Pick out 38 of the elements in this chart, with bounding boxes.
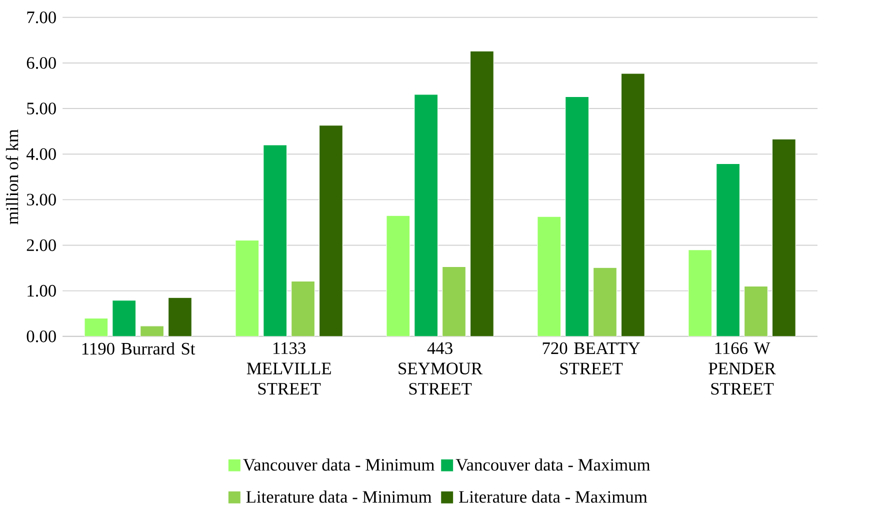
bar <box>620 73 645 336</box>
y-tick-label: 4.00 <box>26 148 56 160</box>
y-tick-label: 0.00 <box>26 330 56 342</box>
bar <box>537 216 562 336</box>
y-tick-label: 6.00 <box>26 57 56 69</box>
y-axis-title: million of km <box>6 129 18 224</box>
bar <box>442 266 466 336</box>
legend-label: Literature data - Minimum <box>246 490 432 503</box>
bar <box>263 144 288 336</box>
bar <box>593 267 617 336</box>
bar <box>772 138 796 336</box>
y-tick-label: 7.00 <box>27 12 56 24</box>
legend-label: Literature data - Maximum <box>459 490 648 503</box>
bar <box>744 286 768 336</box>
x-tick-label: 1190 Burrard St <box>82 342 196 355</box>
bar <box>291 281 316 336</box>
bar <box>386 215 410 336</box>
bar <box>140 326 164 336</box>
legend-label: Vancouver data - Maximum <box>456 458 650 471</box>
bar <box>235 240 260 336</box>
x-tick-label: 1166 W PENDER STREET <box>708 342 776 395</box>
bar <box>112 300 136 336</box>
bar <box>84 318 108 336</box>
bar <box>318 125 343 336</box>
y-tick-label: 1.00 <box>28 285 56 297</box>
y-tick-label: 2.00 <box>26 239 56 252</box>
y-tick-label: 3.00 <box>26 194 56 206</box>
legend-label: Vancouver data - Minimum <box>243 458 434 471</box>
bar <box>414 94 438 336</box>
bar <box>470 50 494 336</box>
bar <box>716 163 740 336</box>
x-tick-label: 720 BEATTY STREET <box>542 342 640 375</box>
y-tick-label: 5.00 <box>27 102 56 115</box>
x-tick-label: 443 SEYMOUR STREET <box>398 342 483 395</box>
bar <box>688 250 712 336</box>
bar <box>565 96 590 336</box>
x-tick-label: 1133 MELVILLE STREET <box>246 342 331 395</box>
bar <box>168 297 192 336</box>
